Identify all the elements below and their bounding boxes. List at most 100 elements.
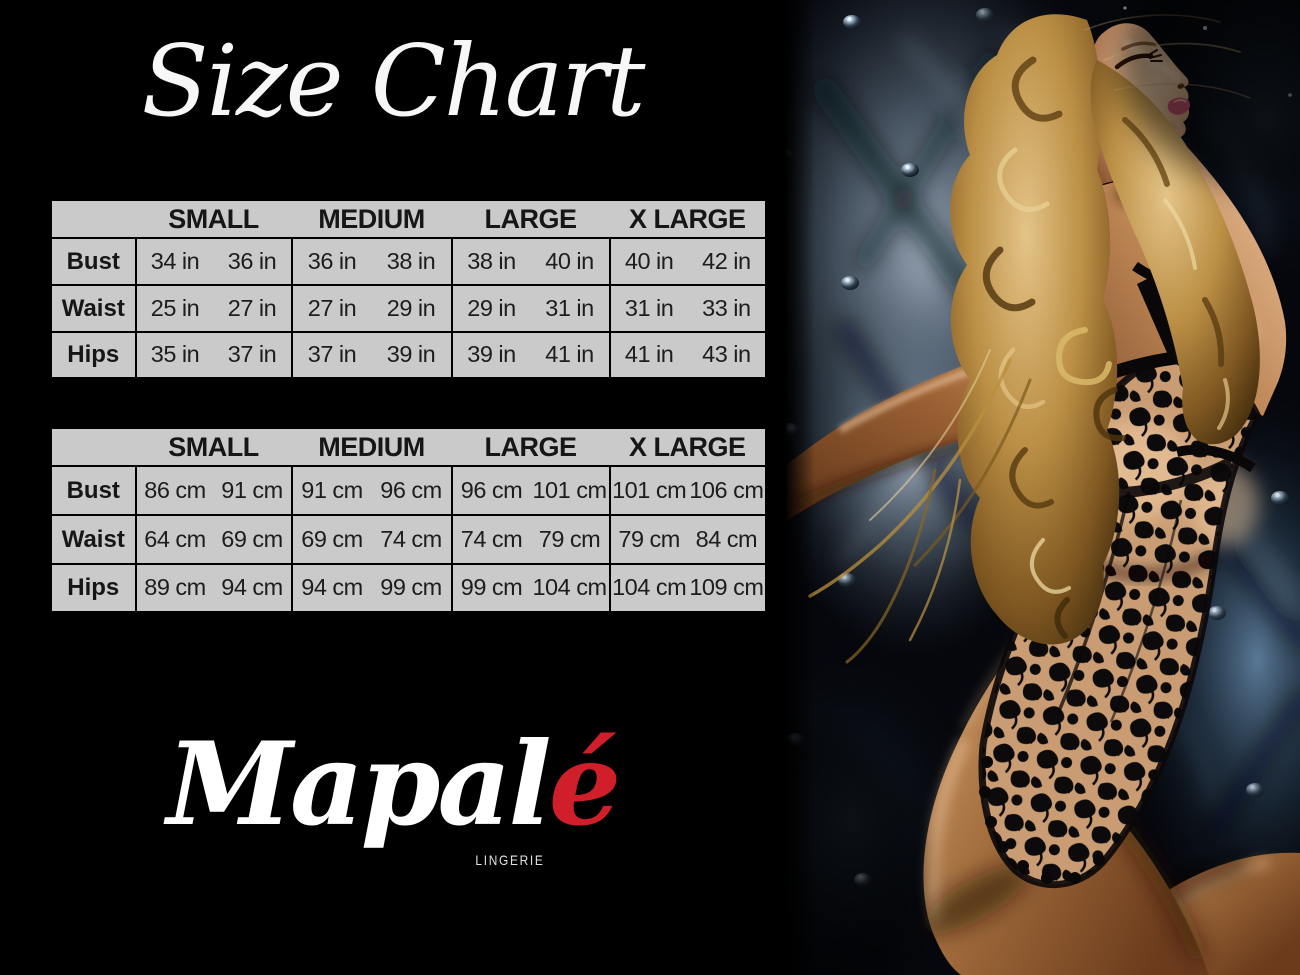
size-value: 34 in <box>150 248 200 274</box>
size-column-header: LARGE <box>451 426 610 467</box>
size-value: 31 in <box>545 295 594 321</box>
model-hair <box>808 14 1260 664</box>
size-value: 37 in <box>227 341 277 368</box>
size-table-row: Bust 86 cm 91 cm 91 cm 96 cm 96 cm 101 cm 101 c… <box>48 465 769 516</box>
size-range-cell: 101 cm 106 cm <box>608 465 769 516</box>
size-value: 33 in <box>702 295 751 321</box>
size-value: 101 cm <box>612 477 687 503</box>
size-value: 40 in <box>545 248 594 274</box>
size-value: 37 in <box>307 341 357 368</box>
size-table-header-row: SMALL MEDIUM LARGE X LARGE <box>49 426 768 467</box>
brand-wordmark-accent: é <box>548 717 622 851</box>
measurement-row-label: Bust <box>48 237 137 286</box>
size-table-inches: SMALL MEDIUM LARGE X LARGE Bust 34 in 36 in 36… <box>47 196 770 382</box>
size-value: 27 in <box>227 295 277 321</box>
measurement-row-label: Hips <box>48 331 137 380</box>
size-range-cell: 36 in 38 in <box>290 237 453 286</box>
corner-cell <box>49 426 136 467</box>
size-value: 94 cm <box>221 574 283 601</box>
info-panel: Size Chart SMALL MEDIUM LARGE X LARGE Bust 3… <box>0 25 785 868</box>
size-value: 104 cm <box>612 574 687 601</box>
size-range-cell: 89 cm 94 cm <box>134 563 293 614</box>
size-value: 31 in <box>624 295 674 321</box>
size-value: 104 cm <box>532 574 607 601</box>
size-range-cell: 79 cm 84 cm <box>608 514 769 565</box>
size-range-cell: 86 cm 91 cm <box>134 465 293 516</box>
size-value: 84 cm <box>695 526 758 552</box>
size-value: 27 in <box>307 295 357 321</box>
size-range-cell: 25 in 27 in <box>134 284 293 333</box>
size-table-row: Waist 25 in 27 in 27 in 29 in 29 in 31 in 31 in… <box>48 284 769 333</box>
size-value: 35 in <box>150 341 200 368</box>
size-range-cell: 96 cm 101 cm <box>450 465 611 516</box>
size-value: 109 cm <box>689 574 764 601</box>
size-value: 69 cm <box>301 526 363 552</box>
size-value: 43 in <box>702 341 751 368</box>
size-column-header: MEDIUM <box>291 426 452 467</box>
brand-tagline: LINGERIE <box>475 852 545 868</box>
size-value: 38 in <box>467 248 516 274</box>
size-value: 91 cm <box>301 477 363 503</box>
size-value: 25 in <box>150 295 200 321</box>
size-range-cell: 104 cm 109 cm <box>608 563 769 614</box>
size-value: 42 in <box>702 248 751 274</box>
size-table-row: Waist 64 cm 69 cm 69 cm 74 cm 74 cm 79 cm 79 cm… <box>48 514 769 565</box>
measurement-row-label: Waist <box>48 284 137 333</box>
size-range-cell: 41 in 43 in <box>608 331 769 380</box>
size-range-cell: 99 cm 104 cm <box>450 563 611 614</box>
size-range-cell: 64 cm 69 cm <box>134 514 293 565</box>
size-range-cell: 34 in 36 in <box>134 237 293 286</box>
size-value: 79 cm <box>538 526 601 552</box>
size-column-header: X LARGE <box>609 198 768 239</box>
size-value: 29 in <box>386 295 436 321</box>
size-value: 86 cm <box>144 477 206 503</box>
size-value: 89 cm <box>144 574 206 601</box>
size-value: 101 cm <box>532 477 607 503</box>
size-column-header: MEDIUM <box>291 198 452 239</box>
size-value: 96 cm <box>460 477 523 503</box>
size-value: 91 cm <box>221 477 283 503</box>
size-value: 106 cm <box>689 477 764 503</box>
size-value: 36 in <box>227 248 277 274</box>
size-table-row: Hips 35 in 37 in 37 in 39 in 39 in 41 in 41 in 4… <box>48 331 769 380</box>
size-range-cell: 91 cm 96 cm <box>290 465 453 516</box>
brand-logo: Mapalé <box>0 716 785 853</box>
size-value: 99 cm <box>380 574 442 601</box>
size-value: 79 cm <box>618 526 680 552</box>
lace-scallop-edge <box>979 756 1105 884</box>
size-value: 36 in <box>307 248 357 274</box>
size-table-centimeters: SMALL MEDIUM LARGE X LARGE Bust 86 cm 91 cm 91… <box>47 424 770 616</box>
size-value: 38 in <box>386 248 436 274</box>
size-value: 39 in <box>386 341 436 368</box>
size-value: 74 cm <box>380 526 442 552</box>
size-value: 64 cm <box>144 526 206 552</box>
size-table-row: Hips 89 cm 94 cm 94 cm 99 cm 99 cm 104 cm 104 c… <box>48 563 769 614</box>
size-range-cell: 27 in 29 in <box>290 284 453 333</box>
size-range-cell: 74 cm 79 cm <box>450 514 611 565</box>
size-range-cell: 29 in 31 in <box>450 284 611 333</box>
size-range-cell: 69 cm 74 cm <box>290 514 453 565</box>
size-table-header-row: SMALL MEDIUM LARGE X LARGE <box>49 198 768 239</box>
size-value: 41 in <box>624 341 674 368</box>
size-column-header: X LARGE <box>609 426 768 467</box>
size-value: 69 cm <box>221 526 283 552</box>
size-range-cell: 38 in 40 in <box>450 237 611 286</box>
size-value: 96 cm <box>380 477 442 503</box>
size-range-cell: 37 in 39 in <box>290 331 453 380</box>
size-value: 29 in <box>467 295 516 321</box>
corner-cell <box>49 198 136 239</box>
size-range-cell: 40 in 42 in <box>608 237 769 286</box>
measurement-row-label: Bust <box>48 465 137 516</box>
brand-wordmark: Mapalé <box>167 717 622 851</box>
size-column-header: LARGE <box>451 198 610 239</box>
size-value: 40 in <box>624 248 674 274</box>
size-range-cell: 39 in 41 in <box>450 331 611 380</box>
size-column-header: SMALL <box>135 426 292 467</box>
size-value: 39 in <box>467 341 516 368</box>
size-range-cell: 35 in 37 in <box>134 331 293 380</box>
size-value: 99 cm <box>460 574 523 601</box>
size-value: 94 cm <box>301 574 363 601</box>
model-photo <box>785 0 1300 975</box>
size-value: 74 cm <box>460 526 523 552</box>
